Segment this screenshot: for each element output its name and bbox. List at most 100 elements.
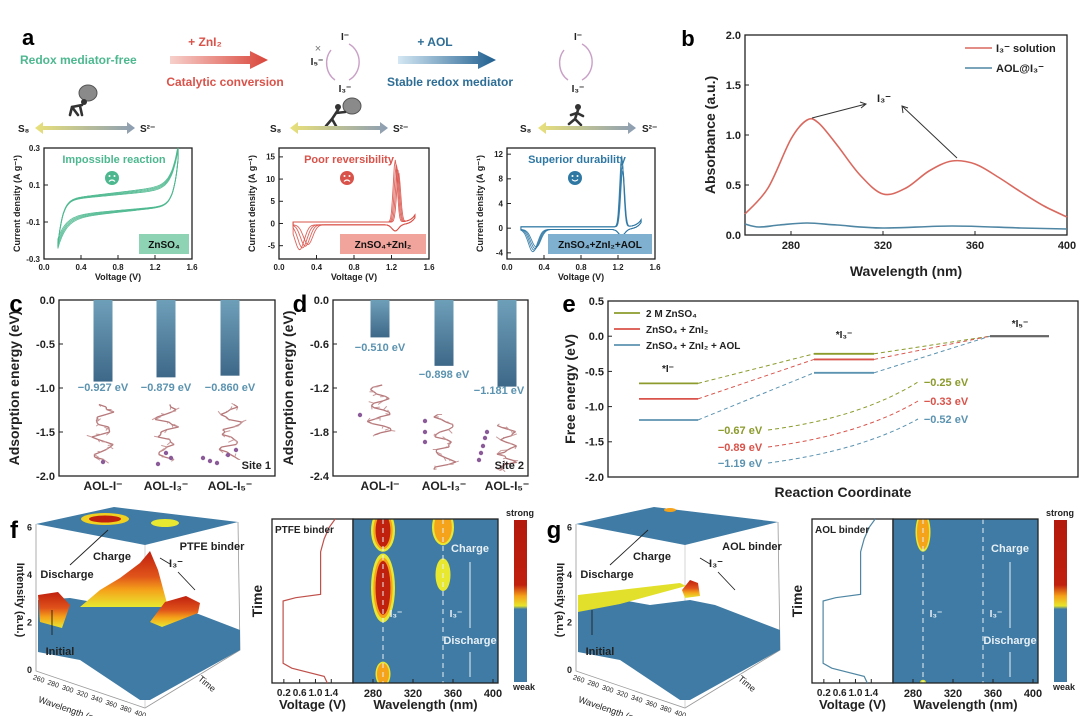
bond <box>103 459 109 464</box>
bond <box>229 406 233 410</box>
x-tick-label: 320 <box>874 240 892 252</box>
panel-a: a Redox mediator-free + ZnI₂ Catalytic conv… <box>12 25 661 282</box>
sad-face-icon <box>340 171 354 185</box>
mouth <box>571 179 579 182</box>
charge-label: Charge <box>633 551 671 563</box>
cv-plot-3: 0.0 0.4 0.8 1.2 1.6 -4 0 4 8 12 Voltage (V) Current… <box>475 147 661 282</box>
y-tick-label: 15 <box>266 153 275 162</box>
iodine-atom <box>225 452 231 458</box>
bond <box>374 417 380 420</box>
projection-hotspot <box>664 508 676 512</box>
x-tick-label: 1.0 <box>849 688 863 699</box>
bond <box>495 436 501 441</box>
bond <box>511 433 518 437</box>
bond <box>166 443 175 448</box>
bond <box>507 442 512 445</box>
x-tick-label: 360 <box>644 699 657 709</box>
iodine-atom <box>422 418 428 424</box>
electrolyte-badge-label: ZnSO₄+ZnI₂ <box>355 240 412 251</box>
bond <box>231 402 234 405</box>
colorbar-low-label: weak <box>1052 682 1076 692</box>
site-label: Site 1 <box>242 460 271 472</box>
x-tick-label: 0.2 <box>277 688 291 699</box>
legend-label: ZnSO₄ + ZnI₂ + AOL <box>646 341 740 352</box>
bond <box>448 443 452 445</box>
bond <box>230 453 236 458</box>
projection-plane <box>36 507 238 545</box>
iodine-atom <box>480 443 486 449</box>
bar <box>220 300 240 376</box>
peak-label: I₃⁻ <box>990 609 1003 620</box>
face-circle <box>340 171 354 185</box>
bond <box>496 451 506 455</box>
eye <box>343 175 346 177</box>
panel-label-e: e <box>562 291 575 318</box>
x-tick-label: 320 <box>615 689 628 699</box>
voltage-profile-plot: 0.2 0.6 1.0 1.4 PTFE binder Voltage (V) Time <box>249 518 354 712</box>
x-axis-label: Wavelength (nm) <box>913 697 1017 712</box>
bond <box>495 467 501 471</box>
time-axis-label: Time <box>789 585 805 618</box>
x-tick-label: 0.0 <box>501 263 513 272</box>
bond <box>96 421 99 425</box>
bond <box>433 416 442 421</box>
iodine-atom <box>233 447 239 453</box>
hotspot-mid <box>917 519 929 550</box>
electrolyte-badge-label: ZnSO₄ <box>148 240 180 251</box>
s8-s2-arrow-1: S₈ S²⁻ <box>18 122 155 135</box>
bond <box>500 439 506 443</box>
y-axis-label: Adsorption energy (eV) <box>6 311 22 466</box>
z-tick-label: 2 <box>27 618 32 628</box>
y-tick-label: 5 <box>271 197 276 206</box>
person-running-icon <box>567 104 585 127</box>
double-arrow-icon <box>35 122 135 134</box>
category-label: AOL-I₃⁻ <box>144 479 189 493</box>
y-tick-label: -5 <box>268 241 276 250</box>
bond <box>384 427 391 431</box>
bar <box>434 300 454 366</box>
voltage-axis-label: Voltage (V) <box>819 697 886 712</box>
rock-icon <box>78 84 98 102</box>
bond <box>170 406 177 411</box>
energy-label: −0.52 eV <box>924 414 969 426</box>
discharge-label: Discharge <box>983 635 1036 647</box>
z-tick-label: 2 <box>567 618 572 628</box>
colorbar-gradient <box>514 520 527 682</box>
cv-plot-2: 0.0 0.4 0.8 1.2 1.6 -5 0 5 10 15 Voltage (V) Curren… <box>247 147 435 282</box>
bond <box>109 443 114 448</box>
x-tick-label: 0.8 <box>112 263 124 272</box>
bar <box>370 300 390 338</box>
bond <box>164 411 172 416</box>
bond <box>435 463 449 468</box>
bond <box>217 410 222 415</box>
iodine-atom <box>422 429 428 435</box>
bar-value-label: −0.860 eV <box>205 382 256 394</box>
double-arrow-icon <box>538 122 636 134</box>
bond <box>368 401 375 404</box>
bond <box>501 466 504 469</box>
energy-connector <box>873 335 991 374</box>
bond <box>98 403 107 408</box>
y-tick-label: 1.5 <box>726 80 741 92</box>
x-tick-label: 380 <box>119 704 132 714</box>
bar <box>156 300 176 378</box>
bond <box>171 410 177 413</box>
bond <box>224 430 231 433</box>
bond <box>504 435 512 439</box>
bond <box>230 406 238 411</box>
state-label: *I₅⁻ <box>1012 319 1029 330</box>
panel-label-f: f <box>10 517 19 544</box>
x-tick-label: 340 <box>90 694 103 704</box>
bond <box>455 460 459 463</box>
bond <box>171 459 175 462</box>
s2-label: S²⁻ <box>642 124 657 135</box>
energy-connector <box>697 353 815 384</box>
series-line-1 <box>744 117 1068 218</box>
person-pushing-rock-icon <box>324 97 362 128</box>
face-circle <box>105 171 119 185</box>
x-tick-label: 280 <box>782 240 800 252</box>
x-tick-label: 400 <box>133 709 146 716</box>
axes-frame <box>352 518 499 684</box>
iodine-atom <box>482 435 488 441</box>
red-arrow-icon <box>170 51 268 69</box>
